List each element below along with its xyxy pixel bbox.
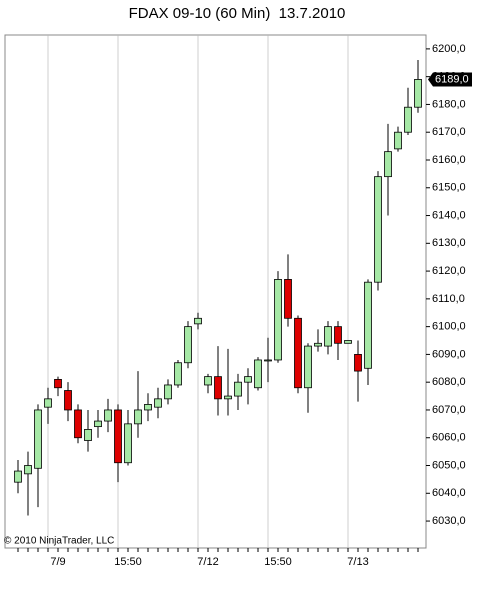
last-price-label: 6189,0 bbox=[435, 73, 469, 85]
candle-body bbox=[134, 409, 142, 425]
candle-body bbox=[324, 326, 332, 347]
x-tick-label: 7/9 bbox=[50, 556, 65, 568]
y-tick-label: 6120,0 bbox=[432, 265, 466, 277]
candle-body bbox=[44, 398, 52, 408]
y-tick-label: 6170,0 bbox=[432, 126, 466, 138]
candle-body bbox=[264, 359, 272, 362]
candle-body bbox=[274, 279, 282, 361]
y-tick-label: 6080,0 bbox=[432, 376, 466, 388]
candle-body bbox=[294, 317, 302, 389]
candle-body bbox=[214, 376, 222, 400]
y-tick-label: 6030,0 bbox=[432, 515, 466, 527]
candle-body bbox=[14, 470, 22, 483]
y-tick-label: 6130,0 bbox=[432, 237, 466, 249]
candle-body bbox=[414, 79, 422, 108]
candle-body bbox=[374, 176, 382, 283]
candle-body bbox=[194, 317, 202, 325]
candle-body bbox=[34, 409, 42, 469]
copyright: © 2010 NinjaTrader, LLC bbox=[4, 536, 114, 547]
y-tick-label: 6180,0 bbox=[432, 98, 466, 110]
candle-body bbox=[334, 326, 342, 344]
candle-body bbox=[154, 398, 162, 408]
candle-body bbox=[54, 379, 62, 389]
candle-body bbox=[174, 362, 182, 386]
candle-body bbox=[114, 409, 122, 464]
candle-body bbox=[104, 409, 112, 422]
y-tick-label: 6200,0 bbox=[432, 43, 466, 55]
candle-body bbox=[314, 342, 322, 347]
y-tick-label: 6040,0 bbox=[432, 487, 466, 499]
y-tick-label: 6150,0 bbox=[432, 182, 466, 194]
candle-body bbox=[204, 376, 212, 386]
last-price-marker bbox=[428, 72, 472, 87]
y-tick-label: 6060,0 bbox=[432, 432, 466, 444]
x-tick-label: 7/13 bbox=[347, 556, 368, 568]
y-tick-label: 6070,0 bbox=[432, 404, 466, 416]
candle-body bbox=[84, 429, 92, 441]
candle-body bbox=[394, 131, 402, 150]
candle-body bbox=[184, 326, 192, 364]
candle-body bbox=[254, 359, 262, 389]
y-tick-label: 6090,0 bbox=[432, 348, 466, 360]
candle-body bbox=[244, 376, 252, 383]
candle-body bbox=[354, 354, 362, 372]
candle-body bbox=[344, 340, 352, 344]
plot-frame bbox=[4, 34, 427, 549]
x-tick-label: 15:50 bbox=[114, 556, 142, 568]
candle-body bbox=[144, 404, 152, 411]
y-tick-label: 6140,0 bbox=[432, 209, 466, 221]
candle-body bbox=[234, 381, 242, 397]
candle-body bbox=[64, 390, 72, 411]
candle-body bbox=[124, 423, 132, 464]
candle-body bbox=[304, 345, 312, 389]
candle-body bbox=[74, 409, 82, 439]
y-tick-label: 6050,0 bbox=[432, 459, 466, 471]
x-tick-label: 7/12 bbox=[197, 556, 218, 568]
candle-body bbox=[284, 279, 292, 319]
y-tick-label: 6100,0 bbox=[432, 321, 466, 333]
candle-body bbox=[364, 281, 372, 369]
candle-body bbox=[94, 420, 102, 428]
x-tick-label: 15:50 bbox=[264, 556, 292, 568]
candle-body bbox=[384, 151, 392, 178]
y-tick-label: 6110,0 bbox=[432, 293, 465, 305]
y-tick-label: 6160,0 bbox=[432, 154, 466, 166]
candle-body bbox=[164, 384, 172, 400]
chart-title: FDAX 09-10 (60 Min) 13.7.2010 bbox=[129, 5, 346, 22]
candle-body bbox=[24, 465, 32, 475]
candle-body bbox=[224, 395, 232, 400]
candle-body bbox=[404, 106, 412, 133]
